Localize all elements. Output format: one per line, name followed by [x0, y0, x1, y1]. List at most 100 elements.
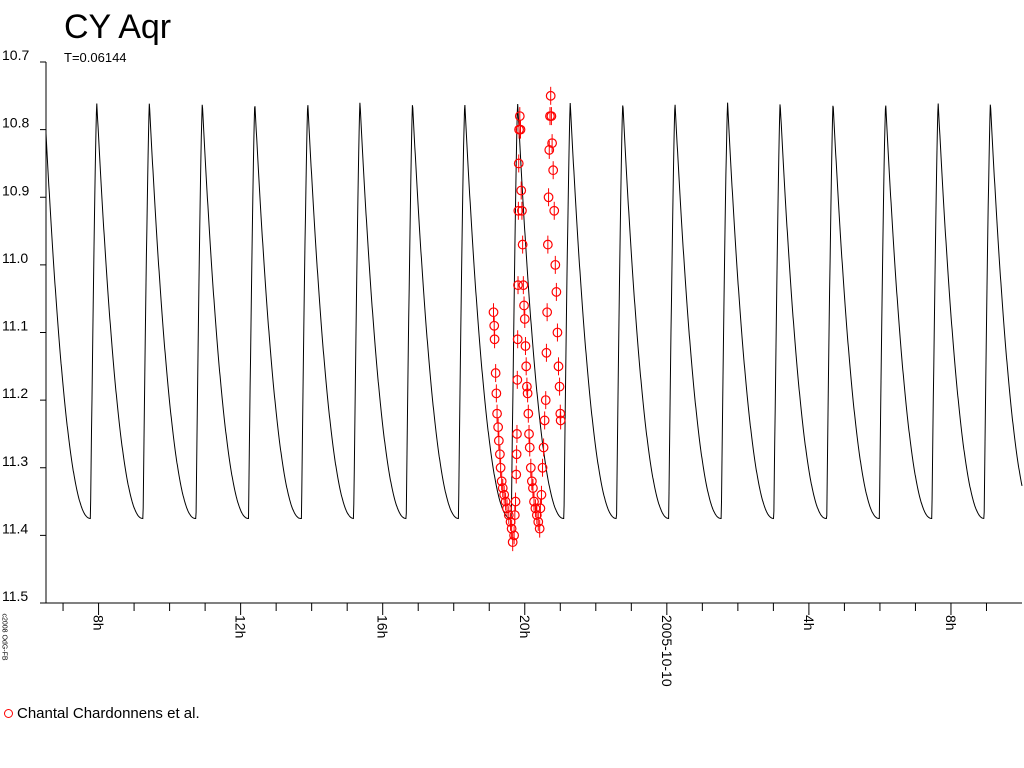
- x-tick-label: 8h: [943, 615, 959, 631]
- legend-label: Chantal Chardonnens et al.: [17, 705, 200, 722]
- x-tick-label: 12h: [233, 615, 249, 638]
- y-tick-label: 11.1: [2, 318, 28, 334]
- data-point: [518, 280, 529, 291]
- model-curve: [45, 102, 1023, 520]
- data-point: [521, 361, 532, 372]
- data-point: [521, 381, 532, 392]
- data-point: [520, 341, 531, 351]
- data-point: [528, 483, 538, 493]
- data-point: [541, 347, 552, 358]
- data-point: [511, 469, 522, 480]
- y-tick-label: 11.4: [2, 520, 28, 536]
- data-point: [538, 442, 549, 453]
- data-point: [530, 503, 541, 514]
- data-point: [552, 327, 563, 338]
- data-point: [523, 408, 534, 419]
- observation-points: [488, 86, 566, 552]
- data-point: [491, 388, 502, 399]
- data-point: [493, 435, 504, 446]
- y-tick-label: 11.3: [2, 453, 28, 469]
- y-tick-label: 10.7: [2, 47, 29, 63]
- data-point: [495, 462, 506, 473]
- data-point: [537, 462, 548, 473]
- data-point: [543, 192, 554, 203]
- data-point: [489, 320, 500, 331]
- data-point: [489, 334, 500, 345]
- data-point: [511, 449, 522, 460]
- data-point: [512, 429, 522, 439]
- data-point: [516, 185, 527, 196]
- y-tick-label: 10.8: [2, 115, 29, 131]
- data-point: [513, 205, 524, 216]
- x-tick-label: 2005-10-10: [659, 615, 675, 687]
- data-point: [495, 449, 505, 460]
- data-point: [547, 138, 558, 149]
- data-point: [553, 361, 564, 372]
- data-point: [522, 388, 533, 399]
- data-point: [519, 300, 529, 311]
- chart-title: CY Aqr: [64, 8, 172, 46]
- data-point: [515, 124, 526, 135]
- data-point: [545, 90, 556, 101]
- data-point: [492, 408, 502, 419]
- data-point: [502, 503, 512, 514]
- data-point: [499, 489, 510, 500]
- data-point: [510, 496, 521, 507]
- data-point: [533, 516, 544, 527]
- data-point: [529, 496, 539, 507]
- x-tick-label: 20h: [517, 615, 533, 638]
- data-point: [548, 165, 559, 176]
- data-point: [549, 205, 560, 216]
- x-tick-label: 8h: [91, 615, 107, 631]
- data-point: [519, 314, 530, 324]
- data-point: [513, 158, 524, 169]
- x-tick-label: 4h: [801, 615, 817, 631]
- model-curve-line: [45, 102, 1023, 520]
- data-point: [497, 483, 508, 493]
- y-tick-label: 11.2: [2, 385, 28, 401]
- data-point: [524, 442, 535, 453]
- axes: 10.7 10.8 10.9 11.0 11.1 11.2 11.3 11.4 11.5 8h 12…: [2, 47, 1022, 687]
- x-tick-label: 16h: [375, 615, 391, 638]
- chart-subtitle: T=0.06144: [64, 50, 127, 65]
- copyright-note: c2008 OdG-FB: [0, 613, 8, 661]
- data-point: [542, 239, 553, 250]
- data-point: [517, 239, 528, 250]
- y-tick-label: 11.5: [2, 588, 28, 604]
- data-point: [513, 280, 523, 291]
- data-point: [524, 429, 534, 439]
- data-point: [512, 334, 523, 345]
- data-point: [551, 287, 562, 297]
- data-point: [496, 476, 507, 487]
- data-point: [550, 259, 561, 270]
- data-point: [525, 462, 536, 473]
- data-point: [535, 503, 546, 514]
- data-point: [546, 111, 557, 121]
- data-point: [555, 415, 566, 426]
- data-point: [506, 523, 517, 534]
- data-point: [514, 111, 525, 121]
- legend-circle-icon: [4, 709, 13, 718]
- data-point: [507, 537, 518, 548]
- data-point: [526, 476, 537, 487]
- data-point: [539, 415, 550, 426]
- data-point: [554, 381, 565, 392]
- data-point: [490, 368, 501, 378]
- data-point: [493, 422, 504, 433]
- data-point: [509, 530, 520, 541]
- y-tick-label: 10.9: [2, 182, 29, 198]
- y-tick-label: 11.0: [2, 250, 28, 266]
- data-point: [544, 145, 555, 155]
- data-point: [540, 395, 551, 406]
- legend: Chantal Chardonnens et al.: [4, 705, 200, 722]
- data-point: [536, 489, 547, 500]
- data-point: [509, 510, 520, 520]
- data-point: [542, 307, 553, 318]
- data-point: [517, 205, 527, 216]
- data-point: [488, 307, 499, 318]
- data-point: [503, 510, 514, 520]
- data-point: [512, 374, 523, 385]
- data-point: [500, 496, 511, 507]
- data-point: [534, 523, 545, 534]
